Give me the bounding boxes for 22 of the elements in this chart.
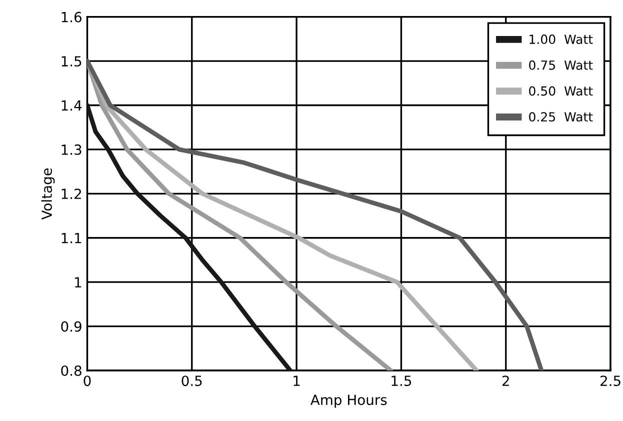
y-axis-title: Voltage	[41, 168, 55, 220]
y-tick-label: 1.2	[62, 188, 81, 199]
x-tick-label: 0.5	[182, 376, 202, 386]
line-series	[87, 103, 292, 370]
x-tick-label: 2.5	[600, 376, 620, 386]
y-tick-label: 1.3	[62, 144, 82, 155]
legend-label: 0.75 Watt	[529, 60, 593, 70]
y-tick-label: 1	[75, 277, 82, 288]
y-tick-label: 1.4	[62, 100, 82, 111]
y-tick-label: 0.8	[61, 365, 82, 376]
x-tick-label: 1	[294, 376, 300, 386]
x-tick-label: 0	[84, 376, 91, 386]
legend-label: 1.00 Watt	[530, 34, 593, 44]
legend-label: 0.25 Watt	[529, 112, 593, 122]
y-tick-label: 1.1	[62, 233, 82, 244]
x-tick-label: 2	[502, 376, 509, 386]
y-tick-label: 1.5	[62, 56, 82, 67]
y-tick-label: 0.9	[61, 321, 82, 332]
x-axis-title: Amp Hours	[310, 394, 387, 408]
x-tick-label: 1.5	[392, 376, 412, 386]
legend-label: 0.50 Watt	[529, 86, 593, 96]
y-tick-label: 1.6	[62, 12, 82, 22]
